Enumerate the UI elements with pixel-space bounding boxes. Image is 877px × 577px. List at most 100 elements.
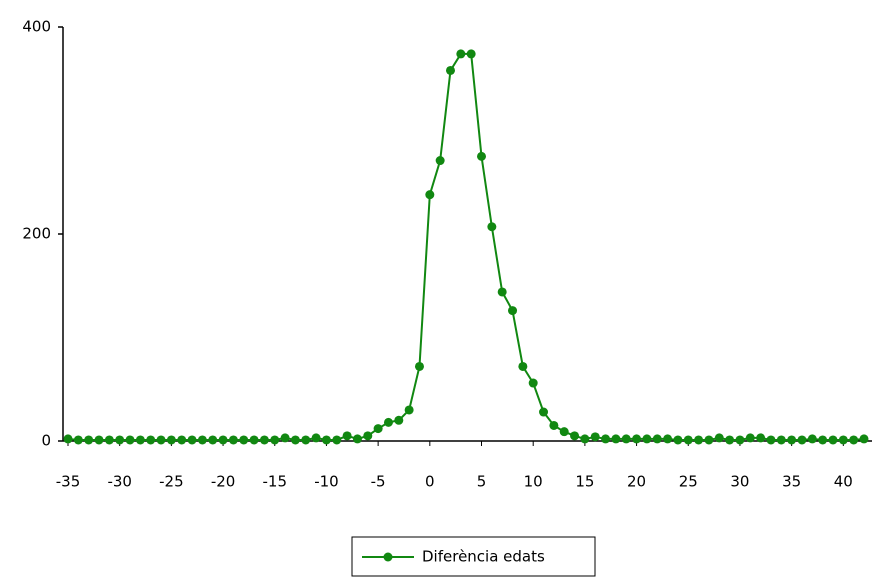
- data-point: [621, 434, 631, 444]
- data-point: [321, 435, 331, 445]
- data-point: [270, 435, 280, 445]
- x-tick-label: -25: [159, 473, 184, 491]
- data-point: [352, 434, 362, 444]
- data-point: [580, 434, 590, 444]
- data-point: [239, 435, 249, 445]
- x-tick-label: -30: [107, 473, 132, 491]
- data-point: [115, 435, 125, 445]
- data-point: [259, 435, 269, 445]
- x-tick-label: 30: [730, 473, 749, 491]
- data-point: [487, 222, 497, 232]
- data-point: [466, 49, 476, 59]
- data-point: [63, 434, 73, 444]
- y-tick-label: 0: [41, 432, 51, 450]
- data-point: [125, 435, 135, 445]
- data-point: [497, 287, 507, 297]
- data-point: [694, 435, 704, 445]
- data-point: [363, 431, 373, 441]
- x-tick-label: 5: [477, 473, 487, 491]
- data-point: [104, 435, 114, 445]
- data-point: [197, 435, 207, 445]
- data-point: [414, 361, 424, 371]
- data-point: [735, 435, 745, 445]
- y-tick-label: 200: [22, 225, 51, 243]
- data-point: [528, 378, 538, 388]
- data-point: [611, 434, 621, 444]
- data-point: [745, 433, 755, 443]
- data-point: [601, 434, 611, 444]
- x-tick-label: 15: [575, 473, 594, 491]
- data-point: [590, 432, 600, 442]
- data-point: [156, 435, 166, 445]
- data-point: [249, 435, 259, 445]
- data-point: [290, 435, 300, 445]
- data-point: [632, 434, 642, 444]
- data-point: [766, 435, 776, 445]
- data-point: [84, 435, 94, 445]
- data-point: [849, 435, 859, 445]
- data-point: [642, 434, 652, 444]
- data-point: [342, 431, 352, 441]
- x-tick-label: 10: [524, 473, 543, 491]
- data-point: [373, 424, 383, 434]
- data-point: [394, 415, 404, 425]
- data-point: [383, 417, 393, 427]
- data-point: [311, 433, 321, 443]
- data-point: [787, 435, 797, 445]
- data-point: [445, 65, 455, 75]
- data-point: [559, 427, 569, 437]
- data-point: [425, 190, 435, 200]
- x-tick-label: 25: [679, 473, 698, 491]
- series-line: [67, 52, 865, 441]
- legend-marker: [383, 552, 393, 562]
- data-point: [135, 435, 145, 445]
- data-point: [208, 435, 218, 445]
- x-tick-label: -15: [263, 473, 288, 491]
- x-tick-label: 40: [834, 473, 853, 491]
- data-point: [539, 407, 549, 417]
- data-point: [218, 435, 228, 445]
- data-point: [73, 435, 83, 445]
- data-point: [456, 49, 466, 59]
- x-tick-label: 35: [782, 473, 801, 491]
- x-tick-label: -5: [371, 473, 386, 491]
- data-point: [652, 434, 662, 444]
- data-point: [776, 435, 786, 445]
- data-point: [518, 361, 528, 371]
- legend-label: Diferència edats: [422, 548, 545, 566]
- x-tick-label: -35: [56, 473, 81, 491]
- x-tick-label: 0: [425, 473, 435, 491]
- data-point: [332, 435, 342, 445]
- data-point: [673, 435, 683, 445]
- data-point: [301, 435, 311, 445]
- data-point: [818, 435, 828, 445]
- data-point: [477, 151, 487, 161]
- data-point: [508, 306, 518, 316]
- data-point: [756, 433, 766, 443]
- data-point: [280, 433, 290, 443]
- data-point: [663, 434, 673, 444]
- data-point: [146, 435, 156, 445]
- data-point: [177, 435, 187, 445]
- y-tick-label: 400: [22, 18, 51, 36]
- data-point: [714, 433, 724, 443]
- data-point: [435, 156, 445, 166]
- data-point: [187, 435, 197, 445]
- x-tick-label: 20: [627, 473, 646, 491]
- data-point: [166, 435, 176, 445]
- data-point: [828, 435, 838, 445]
- data-point: [94, 435, 104, 445]
- data-point: [797, 435, 807, 445]
- data-point: [404, 405, 414, 415]
- x-tick-label: -10: [314, 473, 339, 491]
- data-point: [683, 435, 693, 445]
- data-point: [549, 420, 559, 430]
- data-point: [838, 435, 848, 445]
- data-point: [570, 431, 580, 441]
- data-point: [704, 435, 714, 445]
- data-point: [859, 434, 869, 444]
- data-point: [228, 435, 238, 445]
- data-point: [807, 434, 817, 444]
- x-tick-label: -20: [211, 473, 236, 491]
